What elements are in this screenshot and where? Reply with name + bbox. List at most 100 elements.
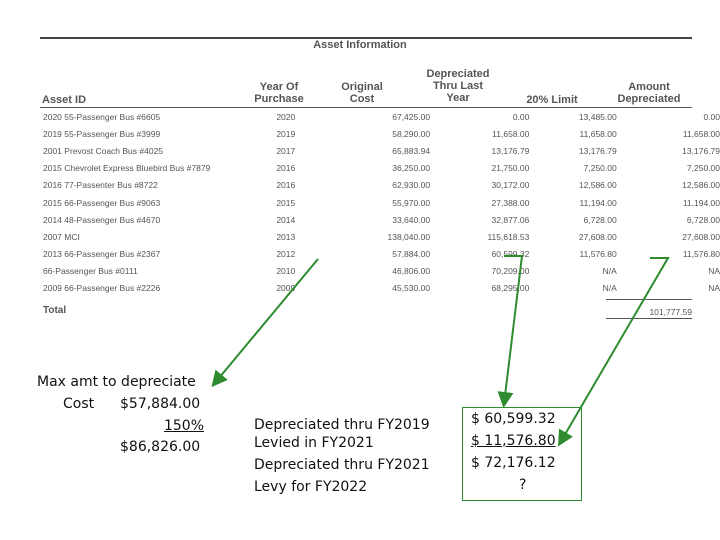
asset-id-cell: 2001 Prevost Coach Bus #4025	[43, 145, 164, 156]
arrow-dep-to-box	[497, 255, 524, 408]
header-asset-id: Asset ID	[42, 94, 87, 106]
table-row: 2015 66-Passenger Bus #9063 2015 55,970.00…	[40, 194, 720, 211]
depreciated-cell: 68,295.00	[491, 283, 530, 294]
limit-cell: 11,576.80	[579, 249, 617, 260]
original-cost-cell: 62,930.00	[392, 180, 431, 191]
asset-id-cell: 2007 MCI	[43, 231, 80, 242]
calc-value-4: ?	[519, 477, 527, 493]
depreciated-cell: 21,750.00	[491, 163, 530, 174]
original-cost-cell: 36,250.00	[392, 163, 431, 174]
header-limit: 20% Limit	[526, 94, 578, 106]
calc-value-3: $ 72,176.12	[471, 455, 556, 471]
label-levied-fy2021: Levied in FY2021	[254, 435, 374, 451]
asset-id-cell: 2009 66-Passenger Bus #2226	[43, 283, 161, 294]
depreciated-cell: 115,618.53	[487, 231, 530, 242]
year-cell: 2019	[276, 128, 296, 139]
calc-value-1: $ 60,599.32	[471, 411, 556, 427]
depreciated-cell: 60,599.32	[491, 249, 530, 260]
amount-cell: NA	[708, 283, 720, 294]
table-row: 2007 MCI 2013 138,040.00 115,618.53 27,608.0…	[40, 228, 720, 245]
table-row: 2019 55-Passenger Bus #3999 2019 58,290.00…	[40, 125, 720, 142]
asset-id-cell: 66-Passenger Bus #0111	[43, 266, 138, 277]
amount-cell: 0.00	[703, 111, 720, 122]
asset-id-cell: 2013 66-Passenger Bus #2367	[43, 249, 161, 260]
top-rule	[40, 37, 692, 39]
amount-cell: 27,608.00	[682, 231, 720, 242]
max-note-title: Max amt to depreciate	[37, 374, 196, 390]
original-cost-cell: 46,806.00	[392, 266, 431, 277]
limit-cell: 13,485.00	[578, 111, 617, 122]
year-cell: 2020	[276, 111, 296, 122]
header-depreciated: Depreciated Thru Last Year	[426, 68, 490, 104]
amount-cell: 11,576.80	[682, 249, 720, 260]
limit-cell: 27,608.00	[578, 231, 617, 242]
amount-cell: 13,176.79	[682, 145, 720, 156]
total-value: 101,777.59	[649, 307, 692, 317]
total-rule-top	[606, 299, 692, 300]
table-row: 2015 Chevrolet Express Bluebird Bus #787…	[40, 160, 720, 177]
year-cell: 2013	[276, 231, 296, 242]
label-levy-fy2022: Levy for FY2022	[254, 479, 368, 495]
label-dep-fy2021: Depreciated thru FY2021	[254, 457, 430, 473]
asset-id-cell: 2020 55-Passenger Bus #6605	[43, 111, 161, 122]
header-year: Year Of Purchase	[254, 81, 304, 105]
year-cell: 2016	[276, 180, 296, 191]
label-dep-fy2019: Depreciated thru FY2019	[254, 417, 430, 433]
asset-id-cell: 2014 48-Passenger Bus #4670	[43, 214, 161, 225]
calculation-box: $ 60,599.32 $ 11,576.80 $ 72,176.12 ?	[462, 407, 582, 501]
year-cell: 2010	[276, 266, 296, 277]
depreciated-cell: 0.00	[512, 111, 530, 122]
asset-id-cell: 2019 55-Passenger Bus #3999	[43, 128, 161, 139]
max-note-cost-label: Cost	[63, 396, 95, 412]
limit-cell: 11,658.00	[579, 128, 617, 139]
max-note-result: $86,826.00	[120, 439, 201, 455]
limit-cell: 12,586.00	[578, 180, 617, 191]
table-row: 2020 55-Passenger Bus #6605 2020 67,425.00…	[40, 108, 720, 125]
depreciated-cell: 30,172.00	[491, 180, 530, 191]
original-cost-cell: 55,970.00	[392, 197, 431, 208]
year-cell: 2012	[276, 249, 296, 260]
original-cost-cell: 33,640.00	[392, 214, 431, 225]
header-original-cost: Original Cost	[341, 81, 383, 105]
year-cell: 2014	[276, 214, 296, 225]
original-cost-cell: 57,884.00	[392, 249, 431, 260]
total-label: Total	[43, 305, 67, 316]
table-row: 2009 66-Passenger Bus #2226 2009 45,530.00…	[40, 280, 720, 297]
depreciated-cell: 11,658.00	[492, 128, 530, 139]
original-cost-cell: 67,425.00	[392, 111, 431, 122]
amount-cell: 12,586.00	[682, 180, 720, 191]
limit-cell: N/A	[602, 266, 617, 277]
table-row: 2016 77-Passenter Bus #8722 2016 62,930.00…	[40, 177, 720, 194]
original-cost-cell: 58,290.00	[392, 128, 431, 139]
max-note-cost-value: $57,884.00	[120, 396, 201, 412]
depreciated-cell: 27,388.00	[491, 197, 530, 208]
table-title: Asset Information	[313, 39, 407, 51]
amount-cell: NA	[708, 266, 720, 277]
amount-cell: 6,728.00	[686, 214, 720, 225]
header-amount: Amount Depreciated	[617, 81, 681, 105]
year-cell: 2015	[276, 197, 296, 208]
year-cell: 2016	[276, 163, 296, 174]
arrow-cost-to-note	[211, 258, 319, 388]
limit-cell: 6,728.00	[583, 214, 617, 225]
asset-id-cell: 2015 66-Passenger Bus #9063	[43, 197, 161, 208]
amount-cell: 7,250.00	[686, 163, 720, 174]
amount-cell: 11,194.00	[682, 197, 720, 208]
amount-cell: 11,658.00	[682, 128, 720, 139]
original-cost-cell: 45,530.00	[392, 283, 431, 294]
table-row: 2001 Prevost Coach Bus #4025 2017 65,883.9…	[40, 142, 720, 159]
arrow-amount-to-box	[557, 257, 670, 447]
year-cell: 2017	[276, 145, 296, 156]
limit-cell: 11,194.00	[579, 197, 617, 208]
max-note-percent: 150%	[163, 418, 204, 434]
original-cost-cell: 65,883.94	[392, 145, 431, 156]
header-rule	[40, 107, 692, 108]
depreciated-cell: 13,176.79	[491, 145, 530, 156]
original-cost-cell: 138,040.00	[387, 231, 431, 242]
table-row: 2013 66-Passenger Bus #2367 2012 57,884.00…	[40, 246, 720, 263]
depreciated-cell: 70,209.00	[491, 266, 530, 277]
table-row: 2014 48-Passenger Bus #4670 2014 33,640.00…	[40, 211, 720, 228]
table-row: 66-Passenger Bus #0111 2010 46,806.00 70,20…	[40, 263, 720, 280]
limit-cell: 7,250.00	[583, 163, 617, 174]
